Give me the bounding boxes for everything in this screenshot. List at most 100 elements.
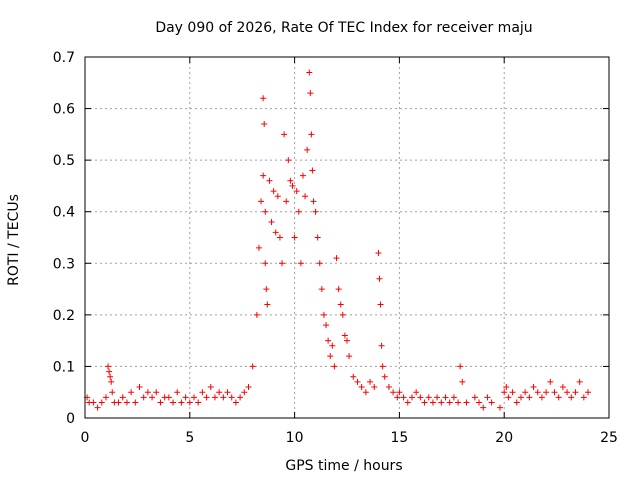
data-point bbox=[408, 394, 415, 401]
data-point bbox=[228, 394, 235, 401]
data-point bbox=[497, 404, 504, 411]
data-point bbox=[237, 394, 244, 401]
data-point bbox=[153, 389, 160, 396]
data-point bbox=[543, 389, 550, 396]
data-point bbox=[293, 188, 300, 195]
chart-title: Day 090 of 2026, Rate Of TEC Index for r… bbox=[155, 20, 532, 36]
data-point bbox=[559, 384, 566, 391]
data-point bbox=[396, 389, 403, 396]
data-point bbox=[316, 260, 323, 267]
data-point bbox=[572, 389, 579, 396]
data-point bbox=[203, 394, 210, 401]
data-point bbox=[299, 172, 306, 179]
data-point bbox=[157, 399, 164, 406]
data-point bbox=[272, 229, 279, 236]
data-point bbox=[442, 394, 449, 401]
data-point bbox=[484, 394, 491, 401]
data-point bbox=[132, 399, 139, 406]
data-point bbox=[417, 394, 424, 401]
data-point bbox=[446, 399, 453, 406]
data-point bbox=[283, 198, 290, 205]
data-point bbox=[274, 193, 281, 200]
data-point bbox=[106, 368, 113, 375]
data-point bbox=[268, 219, 275, 226]
data-point bbox=[306, 69, 313, 76]
data-point bbox=[264, 301, 271, 308]
data-point bbox=[102, 394, 109, 401]
data-point bbox=[232, 399, 239, 406]
data-point bbox=[245, 384, 252, 391]
x-tick-label: 15 bbox=[390, 430, 408, 446]
data-point bbox=[170, 399, 177, 406]
data-point bbox=[281, 131, 288, 138]
data-point bbox=[376, 275, 383, 282]
data-point bbox=[413, 389, 420, 396]
data-point bbox=[182, 394, 189, 401]
data-point bbox=[308, 131, 315, 138]
data-point bbox=[526, 394, 533, 401]
data-point bbox=[501, 389, 508, 396]
data-point bbox=[216, 389, 223, 396]
y-tick-label: 0.2 bbox=[53, 308, 75, 324]
x-tick-label: 20 bbox=[495, 430, 513, 446]
data-point bbox=[276, 234, 283, 241]
data-point bbox=[377, 301, 384, 308]
data-point bbox=[459, 378, 466, 385]
y-tick-label: 0.5 bbox=[53, 153, 75, 169]
data-point bbox=[534, 389, 541, 396]
data-point bbox=[538, 394, 545, 401]
data-point bbox=[564, 389, 571, 396]
data-point bbox=[375, 249, 382, 256]
data-point bbox=[220, 394, 227, 401]
data-point bbox=[517, 394, 524, 401]
data-point bbox=[568, 394, 575, 401]
data-point bbox=[555, 394, 562, 401]
data-point bbox=[178, 399, 185, 406]
data-point bbox=[325, 337, 332, 344]
x-tick-label: 0 bbox=[81, 430, 90, 446]
data-point bbox=[262, 260, 269, 267]
data-point bbox=[260, 95, 267, 102]
data-point bbox=[297, 260, 304, 267]
data-point bbox=[289, 182, 296, 189]
data-point bbox=[381, 373, 388, 380]
data-point bbox=[323, 322, 330, 329]
data-point bbox=[434, 394, 441, 401]
data-point bbox=[354, 378, 361, 385]
data-point bbox=[261, 121, 268, 128]
data-point bbox=[457, 363, 464, 370]
y-tick-label: 0.6 bbox=[53, 102, 75, 118]
data-point bbox=[258, 198, 265, 205]
data-point bbox=[509, 389, 516, 396]
data-point bbox=[551, 389, 558, 396]
data-point bbox=[287, 177, 294, 184]
data-point bbox=[109, 389, 116, 396]
y-tick-label: 0.1 bbox=[53, 359, 75, 375]
data-point bbox=[307, 90, 314, 97]
data-point bbox=[400, 394, 407, 401]
data-point bbox=[190, 394, 197, 401]
data-point bbox=[344, 337, 350, 344]
grid bbox=[85, 57, 609, 418]
data-point bbox=[90, 399, 97, 406]
plot-frame bbox=[84, 56, 610, 419]
data-point bbox=[480, 404, 487, 411]
data-point bbox=[249, 363, 256, 370]
data-point bbox=[421, 399, 428, 406]
data-point bbox=[379, 363, 386, 370]
data-point bbox=[94, 404, 101, 411]
data-point bbox=[174, 389, 181, 396]
data-point bbox=[530, 384, 537, 391]
data-points bbox=[84, 69, 592, 411]
data-point bbox=[438, 399, 445, 406]
data-point bbox=[108, 378, 115, 385]
data-point bbox=[304, 146, 311, 153]
y-tick-label: 0.3 bbox=[53, 256, 75, 272]
data-point bbox=[367, 378, 374, 385]
data-point bbox=[394, 394, 401, 401]
data-point bbox=[463, 399, 470, 406]
data-point bbox=[255, 244, 262, 251]
data-point bbox=[576, 378, 583, 385]
data-point bbox=[488, 399, 495, 406]
